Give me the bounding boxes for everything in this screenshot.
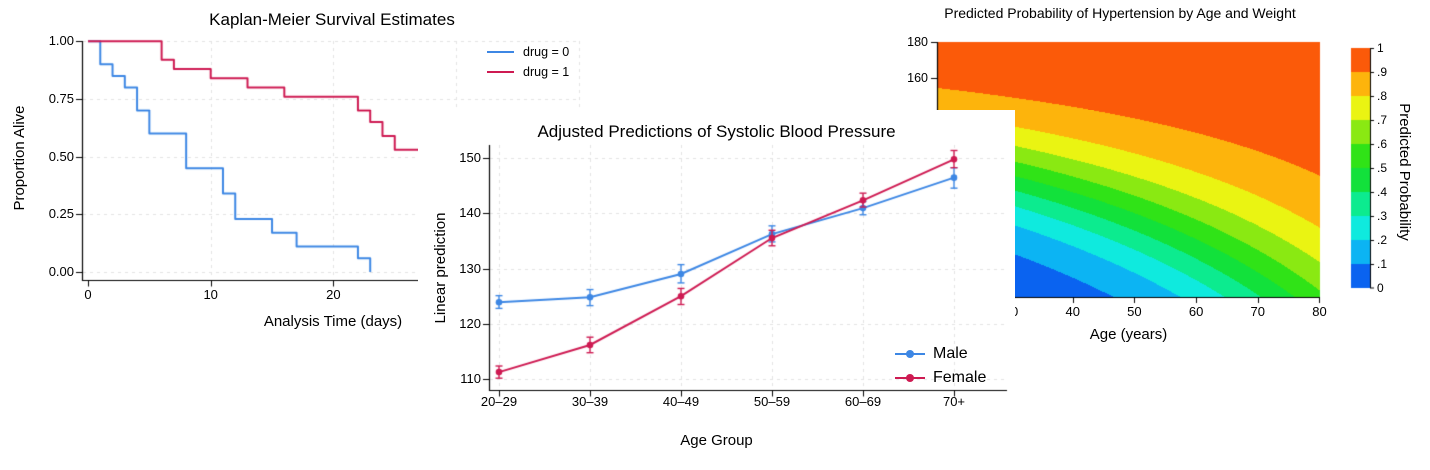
tick-label: 0.00: [48, 264, 74, 279]
tick-label: 0.50: [48, 148, 74, 164]
tick-label: 110: [460, 371, 481, 387]
tick-label: 60: [1188, 304, 1204, 319]
tick-label: 20–29: [480, 394, 518, 409]
tick-label: 1.00: [48, 33, 74, 49]
tick-label: 0: [1377, 281, 1384, 295]
tick-label: 120: [459, 315, 481, 331]
tick-label: 50–59: [753, 394, 791, 409]
tick-label: 130: [459, 260, 481, 276]
tick-label: 40–49: [662, 394, 700, 409]
contour-x-axis-title: Age (years): [1089, 326, 1168, 343]
tick-label: .5: [1377, 161, 1388, 175]
tick-label: 140: [459, 205, 481, 221]
tick-label: 10: [203, 287, 218, 302]
predictions-title: Adjusted Predictions of Systolic Blood P…: [537, 122, 896, 141]
tick-label: 80: [1312, 304, 1327, 319]
km-legend: drug = 0 drug = 1: [487, 42, 569, 82]
legend-item-male: Male: [895, 342, 986, 366]
male-line-swatch: [895, 350, 925, 358]
tick-label: .7: [1377, 113, 1388, 127]
tick-label: 1: [1377, 41, 1384, 55]
tick-label: .3: [1377, 209, 1388, 223]
female-marker-dot: [906, 374, 914, 382]
tick-label: 20: [326, 287, 341, 302]
tick-label: 150: [459, 149, 481, 165]
tick-label: .2: [1377, 233, 1388, 247]
tick-label: .4: [1377, 185, 1388, 199]
tick-label: 160: [907, 71, 928, 86]
tick-label: 40: [1065, 304, 1080, 319]
drug0-line-swatch: [487, 51, 514, 53]
tick-label: .1: [1377, 257, 1388, 271]
legend-item-drug1: drug = 1: [487, 62, 569, 82]
tick-label: 30–39: [571, 394, 609, 409]
contour-title: Predicted Probability of Hypertension by…: [944, 5, 1296, 21]
tick-label: 50: [1127, 304, 1142, 319]
tick-label: 0.25: [48, 206, 74, 222]
km-x-axis-title: Analysis Time (days): [263, 313, 403, 330]
km-title: Kaplan-Meier Survival Estimates: [209, 10, 455, 29]
tick-label: 0: [84, 287, 92, 302]
tick-label: 0.75: [48, 90, 74, 106]
predictions-plot-canvas: [418, 110, 1015, 470]
drug1-line-swatch: [487, 71, 514, 73]
female-line-swatch: [895, 374, 925, 382]
legend-label: drug = 1: [523, 65, 570, 79]
predictions-figure: Adjusted Predictions of Systolic Blood P…: [418, 110, 1015, 470]
tick-label: 70: [1250, 304, 1266, 319]
legend-item-drug0: drug = 0: [487, 42, 569, 62]
legend-label: Female: [933, 369, 987, 386]
tick-label: 70+: [942, 394, 966, 409]
legend-label: drug = 0: [523, 45, 570, 59]
tick-label: .9: [1377, 65, 1388, 79]
predictions-x-axis-title: Age Group: [680, 432, 753, 449]
legend-label: Male: [933, 345, 968, 362]
tick-label: .6: [1377, 137, 1388, 151]
tick-label: .8: [1377, 89, 1388, 103]
predictions-legend: Male Female: [895, 342, 986, 390]
tick-label: 180: [907, 35, 928, 49]
tick-label: 60–69: [844, 394, 882, 409]
male-marker-dot: [906, 350, 914, 358]
legend-item-female: Female: [895, 366, 986, 390]
